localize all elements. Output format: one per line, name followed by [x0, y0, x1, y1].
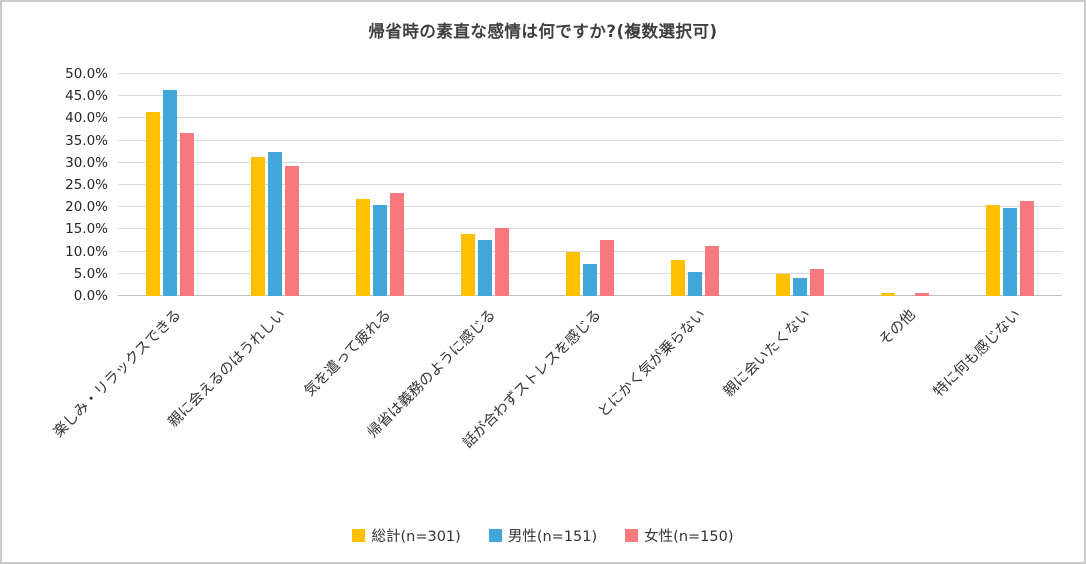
bar-group	[747, 74, 852, 296]
bar-group	[118, 74, 223, 296]
y-tick-label: 20.0%	[65, 199, 108, 216]
y-tick-label: 30.0%	[65, 154, 108, 171]
bar-series-1	[373, 204, 388, 296]
y-tick-label: 35.0%	[65, 132, 108, 149]
bar-series-0	[461, 233, 476, 296]
legend-swatch	[488, 529, 502, 542]
y-tick-label: 25.0%	[65, 177, 108, 193]
bar-group	[223, 74, 328, 296]
bar-series-1	[1002, 207, 1017, 296]
chart-title: 帰省時の素直な感情は何ですか?(複数選択可)	[368, 22, 718, 41]
bar-group	[852, 74, 957, 296]
x-category-label: 楽しみ・リラックスできる	[50, 306, 185, 441]
y-tick-label: 40.0%	[65, 110, 108, 127]
bar-series-2	[390, 192, 405, 296]
bar-group	[538, 74, 643, 296]
gridline	[118, 161, 1062, 163]
x-category-label: 親に会えるのはうれしい	[165, 306, 290, 431]
bar-series-2	[704, 245, 719, 296]
y-axis: 0.0% 5.0% 10.0% 15.0% 20.0% 25.0% 30.0% 35.0% 40…	[2, 66, 108, 304]
legend-label: 男性(n=151)	[507, 529, 598, 545]
y-tick-label: 0.0%	[73, 288, 108, 304]
legend-swatch	[352, 529, 366, 542]
bar-series-0	[880, 292, 895, 296]
bar-series-2	[285, 165, 300, 296]
gridline	[118, 95, 1062, 97]
gridline	[118, 73, 1062, 74]
bar-series-1	[792, 278, 807, 296]
gridline	[118, 206, 1062, 208]
bar-series-1	[687, 272, 702, 296]
bar-group	[433, 74, 538, 296]
bar-series-2	[180, 133, 195, 296]
bar-group	[328, 74, 433, 296]
bar-series-2	[495, 228, 510, 296]
bar-group	[957, 74, 1062, 296]
y-tick-label: 15.0%	[65, 221, 108, 238]
legend: 総計(n=301) 男性(n=151) 女性(n=150)	[2, 525, 1084, 546]
bar-group	[642, 74, 747, 296]
legend-swatch	[625, 529, 639, 542]
bar-series-1	[163, 89, 178, 296]
bar-series-0	[985, 204, 1000, 296]
bar-series-1	[268, 151, 283, 296]
y-tick-label: 5.0%	[73, 265, 108, 282]
legend-item-2: 女性(n=150)	[625, 525, 734, 546]
bar-series-0	[356, 198, 371, 296]
x-category-label: 特に何も感じない	[930, 306, 1024, 401]
gridline	[118, 228, 1062, 230]
gridline	[118, 250, 1062, 252]
y-tick-label: 10.0%	[65, 243, 108, 260]
gridline	[118, 139, 1062, 141]
plot-area	[118, 73, 1062, 296]
x-category-label: その他	[876, 306, 919, 349]
legend-item-0: 総計(n=301)	[352, 525, 461, 546]
bar-series-0	[251, 157, 266, 296]
bar-series-2	[1019, 201, 1034, 296]
x-category-label: 親に会いたくない	[720, 306, 814, 401]
legend-label: 女性(n=150)	[644, 529, 734, 545]
bar-series-1	[582, 263, 597, 296]
x-category-label: 気を遣って疲れる	[301, 306, 395, 400]
bar-series-0	[565, 251, 580, 296]
bar-series-2	[599, 239, 614, 296]
bar-series-0	[146, 111, 161, 296]
bar-series-1	[478, 240, 493, 296]
bar-series-2	[914, 292, 929, 296]
legend-label: 総計(n=301)	[371, 529, 461, 545]
gridline	[118, 117, 1062, 119]
y-tick-label: 45.0%	[65, 88, 108, 105]
legend-item-1: 男性(n=151)	[488, 525, 598, 546]
y-tick-label: 50.0%	[65, 66, 108, 82]
bar-series-0	[670, 260, 685, 296]
bar-series-0	[775, 273, 790, 296]
x-category-label: とにかく気が乗らない	[595, 306, 710, 421]
gridline	[118, 184, 1062, 185]
bar-series-2	[809, 269, 824, 296]
